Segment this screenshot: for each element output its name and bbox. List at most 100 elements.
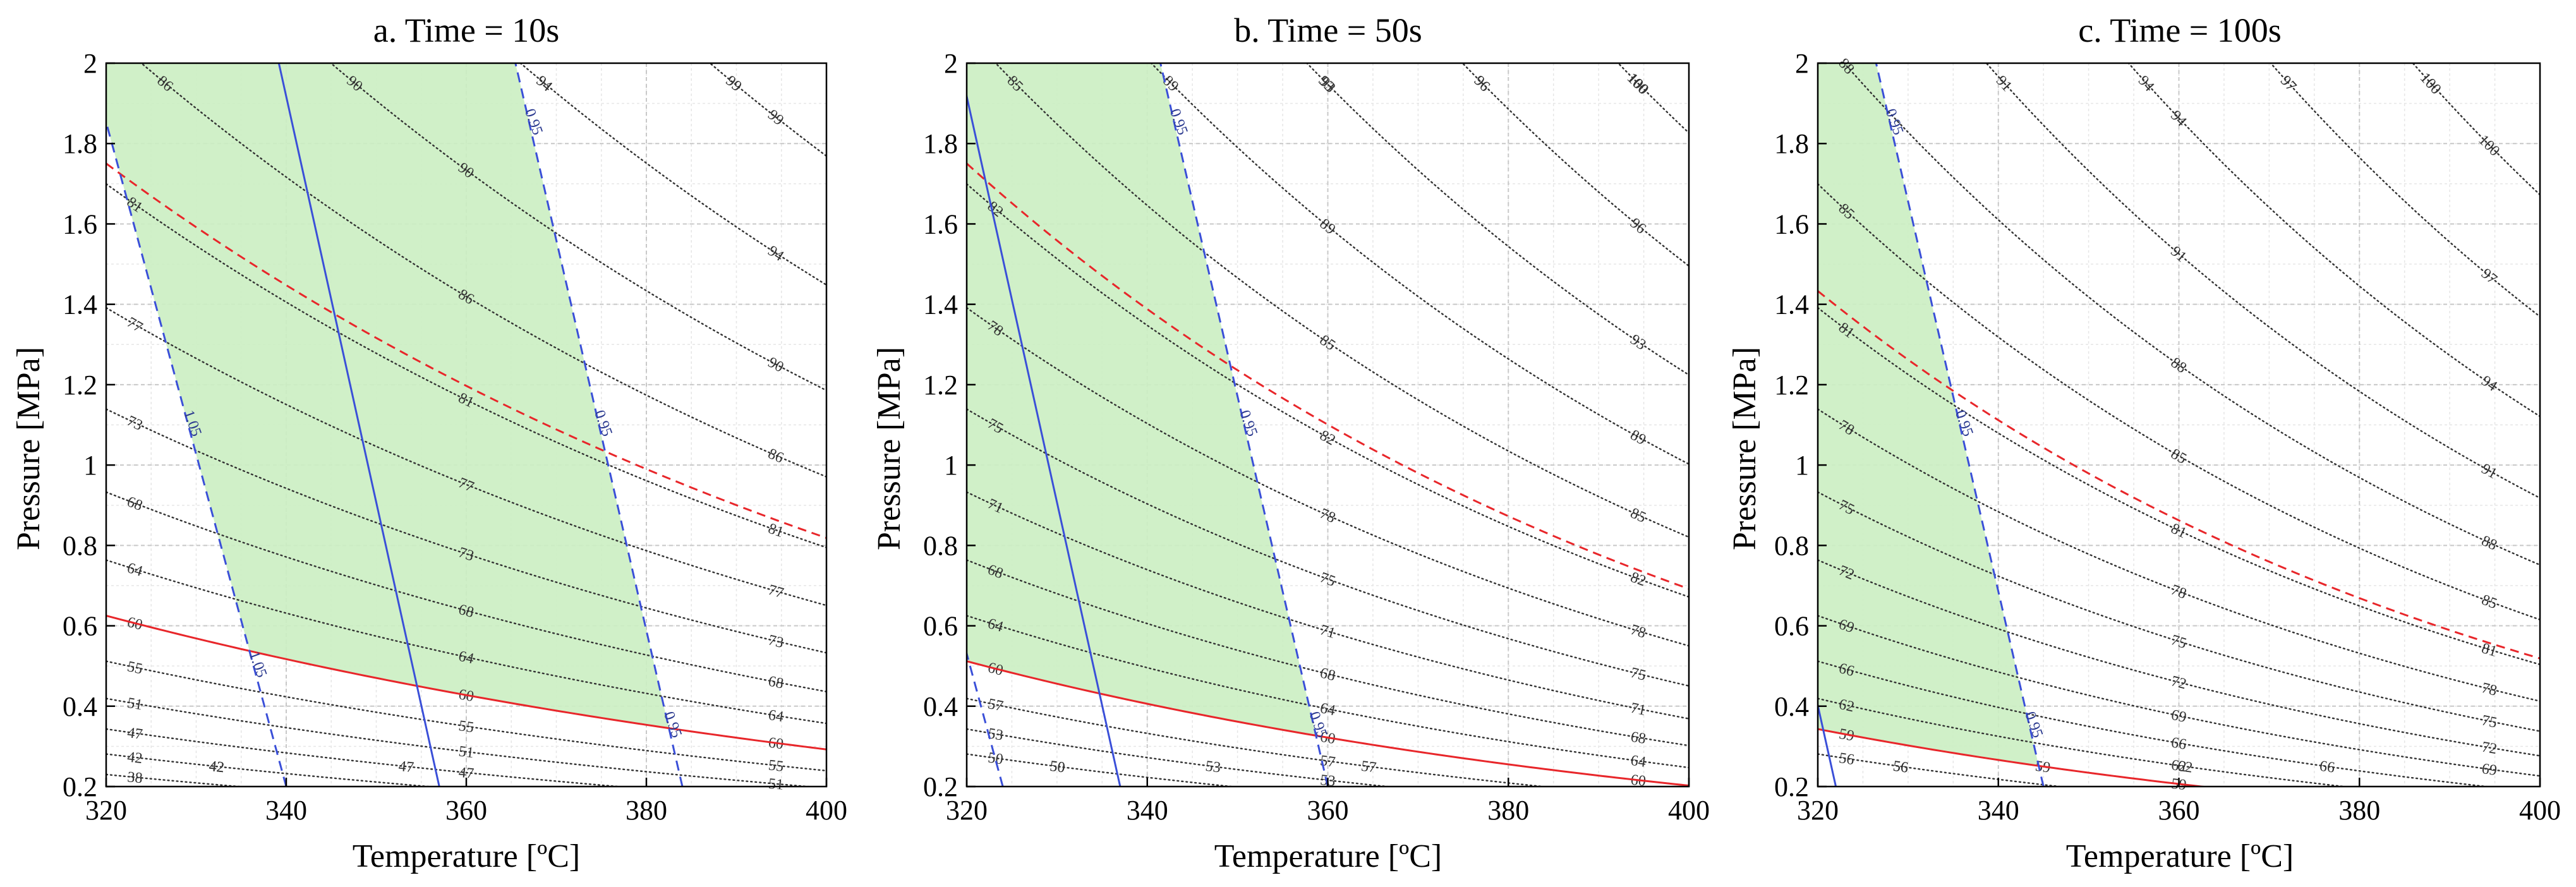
contour-line	[106, 753, 437, 787]
y-axis-label: Pressure [MPa]	[1727, 347, 1763, 550]
contour-label: 50	[987, 750, 1004, 768]
x-axis-label: Temperature [ºC]	[1214, 838, 1442, 874]
chart-2: 56 56565959596262626666666969697272727575…	[1774, 48, 2561, 826]
y-tick-label: 1.6	[923, 208, 958, 239]
y-tick-label: 1	[944, 450, 958, 481]
x-tick-label: 360	[1307, 795, 1349, 826]
contour-label: 66	[2170, 734, 2187, 753]
contour-line	[967, 408, 1689, 687]
contour-line	[1818, 559, 2540, 757]
red-dashed-contour	[1818, 290, 2540, 660]
panel-a: a. Time = 10s Temperature [ºC] Pressure …	[11, 11, 580, 874]
x-ticks: 320 340 360 380 400	[85, 778, 847, 826]
shaded-region	[1818, 63, 2044, 787]
contour-label: 75	[2480, 712, 2498, 731]
x-ticks: 320 340 360 380 400	[1797, 778, 2561, 826]
y-tick-label: 1.2	[63, 370, 97, 401]
y-tick-label: 0.2	[63, 771, 97, 802]
contour-label: 73	[766, 632, 785, 651]
contour-label: 51	[126, 695, 143, 714]
shaded-group	[967, 63, 1328, 786]
contour-line	[1818, 697, 2350, 787]
y-tick-label: 1.2	[923, 370, 958, 401]
contour-line	[967, 615, 1689, 769]
contour-label: 55	[457, 718, 475, 736]
shaded-region	[967, 63, 1328, 786]
contour-line	[140, 63, 826, 478]
x-tick-label: 340	[1978, 795, 2019, 826]
panel-c: c. Time = 100s Temperature [ºC] Pressure…	[1727, 11, 2294, 874]
y-tick-label: 0.2	[923, 771, 958, 802]
contour-line	[1843, 63, 2540, 566]
contour-line	[1150, 63, 1689, 465]
red-dashed-contour	[967, 162, 1689, 590]
contour-label: 62	[2170, 757, 2187, 775]
contour-label: 68	[1630, 728, 1647, 747]
contour-label: 51	[457, 744, 475, 762]
y-tick-label: 0.4	[63, 691, 97, 722]
y-tick-label: 0.8	[923, 530, 958, 561]
contour-line	[1461, 63, 1689, 267]
contour-line	[1985, 63, 2540, 499]
contour-line	[1818, 183, 2540, 621]
x-tick-label: 400	[806, 795, 847, 826]
contour-line	[967, 697, 1550, 787]
contour-label: 69	[2170, 707, 2188, 726]
contour-label: 64	[1630, 752, 1647, 771]
red-dashed-contour	[106, 162, 826, 539]
contour-label: 50	[1049, 758, 1066, 776]
y-tick-label: 0.8	[63, 530, 97, 561]
contour-label: 53	[1204, 758, 1221, 776]
contour-line	[106, 183, 826, 548]
x-axis-label: Temperature [ºC]	[2066, 838, 2294, 874]
contour-line	[967, 491, 1689, 720]
contour-line	[2127, 63, 2540, 418]
red-solid-contour	[967, 660, 1689, 787]
contour-line	[519, 63, 826, 286]
y-axis-label: Pressure [MPa]	[871, 347, 907, 550]
y-tick-label: 1.6	[1774, 208, 1809, 239]
panel-title: b. Time = 50s	[1234, 11, 1422, 49]
contour-line	[106, 773, 248, 787]
contour-line	[1818, 615, 2540, 777]
contour-line	[1818, 306, 2540, 665]
y-tick-label: 0.8	[1774, 530, 1809, 561]
x-tick-label: 380	[1487, 795, 1529, 826]
contour-line	[106, 491, 826, 692]
contour-label: 66	[2318, 758, 2335, 776]
contour-line	[106, 728, 627, 787]
contour-label: 47	[398, 758, 415, 776]
blue-dashed-ratio-low	[514, 63, 684, 787]
panel-title: a. Time = 10s	[373, 11, 560, 49]
contour-line	[106, 697, 816, 787]
x-tick-label: 400	[2519, 795, 2561, 826]
contour-label: 68	[767, 673, 785, 692]
chart-0: 3842424247474751515155555560606064646468…	[63, 48, 847, 826]
contour-label: 38	[126, 769, 143, 787]
y-ticks: 0.2 0.4 0.6 0.8 1 1.2 1.4 1.6 1.8 2	[923, 48, 976, 802]
blue-dashed-ratio-low	[1159, 63, 1329, 787]
contour-label: 64	[1319, 700, 1337, 719]
feasible-area	[1818, 63, 2044, 787]
contour-label: 55	[126, 658, 144, 677]
blue-dashed-ratio-high	[106, 118, 287, 787]
y-tick-label: 1	[83, 450, 97, 481]
contour-line	[995, 63, 1689, 538]
contour-label: 62	[2176, 758, 2193, 776]
contour-label: 56	[1838, 750, 1856, 768]
y-tick-label: 1.8	[1774, 128, 1809, 159]
contour-label: 47	[126, 725, 143, 743]
contour-line	[1818, 660, 2493, 787]
x-tick-label: 320	[1797, 795, 1839, 826]
contour-lines	[1818, 63, 2540, 787]
contour-label: 72	[2481, 739, 2498, 758]
shaded-group	[1818, 63, 2044, 787]
x-tick-label: 360	[2158, 795, 2200, 826]
contour-label: 56	[1892, 758, 1909, 776]
y-tick-label: 1.4	[1774, 289, 1809, 320]
blue-solid-ratio	[967, 92, 1122, 787]
x-tick-label: 320	[946, 795, 988, 826]
contour-line	[106, 306, 826, 606]
contour-label: 71	[1629, 700, 1647, 719]
shaded-region	[106, 63, 682, 750]
